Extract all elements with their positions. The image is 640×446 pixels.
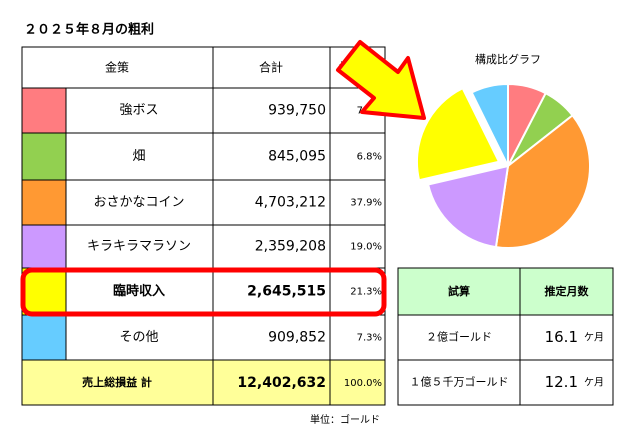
- unit-note: 単位：ゴールド: [310, 413, 380, 426]
- cell: [65, 267, 214, 316]
- cell: [212, 314, 331, 361]
- cell: [65, 224, 214, 269]
- item-share: 21.3%: [350, 287, 382, 298]
- item-share: 19.0%: [350, 242, 382, 253]
- header-cell: 金策: [105, 60, 129, 75]
- total-share: 100.0%: [344, 378, 382, 389]
- item-total: 845,095: [268, 149, 326, 165]
- estimate-label: ２億ゴールド: [426, 330, 492, 344]
- pie-slice: [494, 113, 591, 249]
- pie-chart: 構成比グラフ: [416, 52, 591, 249]
- highlight-box: [20, 267, 387, 317]
- cell: [212, 224, 331, 269]
- arrow: [336, 40, 426, 120]
- header-cell: 推定月数: [545, 284, 590, 298]
- cell: [519, 267, 614, 316]
- header-cell: 試算: [448, 284, 470, 298]
- color-swatch: [21, 132, 67, 181]
- item-total: 2,359,208: [255, 239, 326, 255]
- item-share: 37.9%: [350, 198, 382, 209]
- item-share: 7.3%: [357, 333, 382, 344]
- estimate-unit: ケ月: [584, 332, 604, 344]
- cell: [21, 359, 214, 406]
- color-swatch: [21, 314, 67, 361]
- pie-slice: [470, 82, 509, 167]
- estimate-unit: ケ月: [584, 377, 604, 389]
- header-cell: 合計: [259, 60, 283, 75]
- cell: [212, 267, 331, 316]
- total-value: 12,402,632: [237, 375, 326, 391]
- color-swatch: [21, 224, 67, 269]
- item-name: キラキラマラソン: [87, 239, 191, 254]
- cell: [65, 179, 214, 226]
- sheet-title: ２０２５年８月の粗利: [24, 22, 154, 38]
- item-share: 6.8%: [357, 152, 382, 163]
- cell: [21, 46, 214, 89]
- cell: [212, 46, 331, 89]
- cell: [329, 359, 386, 406]
- cell: [329, 224, 386, 269]
- item-total: 4,703,212: [255, 195, 326, 211]
- chart-title: 構成比グラフ: [475, 52, 541, 66]
- cell: [212, 179, 331, 226]
- item-name: 臨時収入: [113, 283, 165, 299]
- cell: [212, 359, 331, 406]
- cell: [329, 314, 386, 361]
- item-total: 909,852: [268, 330, 326, 346]
- pie-slice: [426, 164, 510, 249]
- cell: [519, 359, 614, 406]
- color-swatch: [21, 87, 67, 134]
- color-swatch: [21, 267, 67, 316]
- estimate-table: 試算 推定月数 ２億ゴールド 16.1 ケ月 １億５千万ゴールド 12.1 ケ月: [397, 267, 614, 406]
- cell: [65, 132, 214, 181]
- estimate-value: 12.1: [545, 373, 578, 391]
- cell: [397, 314, 521, 361]
- profit-table: 金策合計構成比強ボス939,7507.6%畑845,0956.8%おさかなコイン…: [21, 46, 386, 406]
- pie-slice: [416, 86, 501, 182]
- cell: [212, 87, 331, 134]
- item-total: 939,750: [268, 103, 326, 119]
- cell: [329, 267, 386, 316]
- cell: [329, 179, 386, 226]
- estimate-value: 16.1: [545, 328, 578, 346]
- color-swatch: [21, 179, 67, 226]
- estimate-label: １億５千万ゴールド: [410, 375, 509, 389]
- item-name: 強ボス: [119, 103, 158, 118]
- item-name: おさかなコイン: [93, 195, 184, 210]
- item-name: その他: [119, 330, 158, 345]
- item-name: 畑: [132, 149, 145, 164]
- total-label: 売上総損益 計: [82, 375, 152, 389]
- item-total: 2,645,515: [247, 284, 326, 300]
